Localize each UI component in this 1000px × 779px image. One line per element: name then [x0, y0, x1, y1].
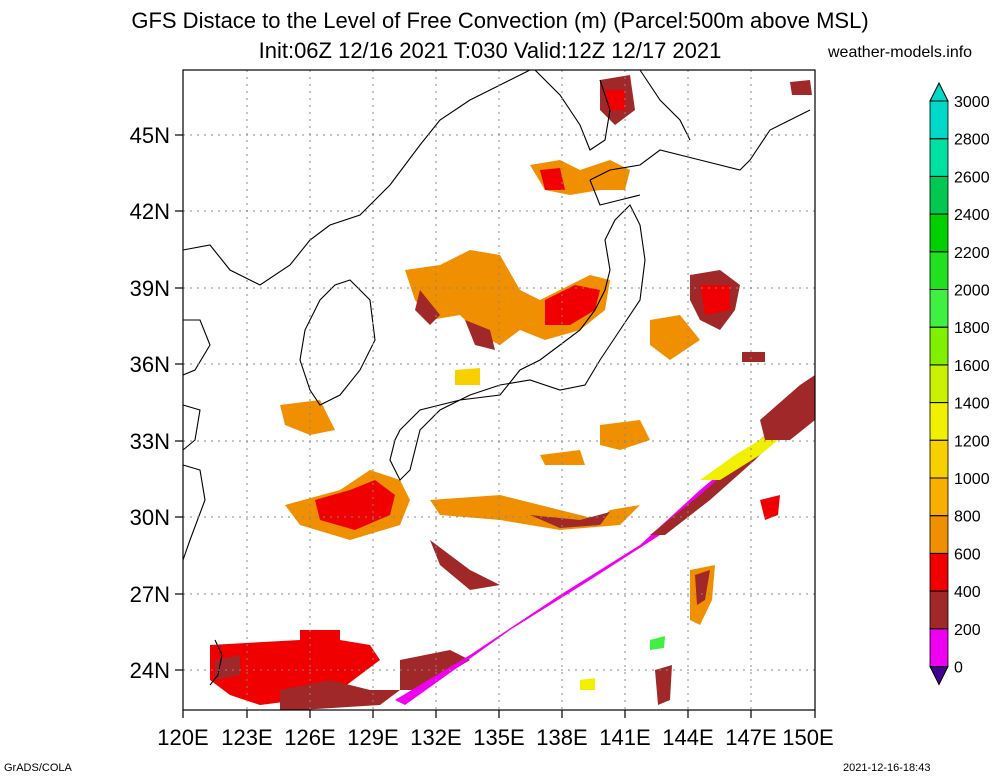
- colorbar-label: 1000: [954, 471, 990, 488]
- map-subtitle: Init:06Z 12/16 2021 T:030 Valid:12Z 12/1…: [258, 38, 722, 63]
- colorbar-segment: [929, 100, 949, 140]
- map-title: GFS Distace to the Level of Free Convect…: [131, 8, 869, 33]
- colorbar-min-arrow: [929, 666, 949, 686]
- colorbar-label: 600: [954, 546, 981, 563]
- lat-label: 30N: [130, 505, 170, 530]
- colorbar-segment: [929, 590, 949, 630]
- grid: [183, 70, 815, 710]
- map-panel: [175, 69, 816, 718]
- lat-label: 27N: [130, 582, 170, 607]
- lon-label: 135E: [473, 725, 524, 750]
- lon-label: 138E: [536, 725, 587, 750]
- lat-label: 45N: [130, 123, 170, 148]
- colorbar-segment: [929, 628, 949, 667]
- colorbar-segment: [929, 175, 949, 215]
- lat-label: 24N: [130, 658, 170, 683]
- lat-labels: 24N 27N 30N 33N 36N 39N 42N 45N: [130, 123, 170, 683]
- lon-labels: 120E 123E 126E 129E 132E 135E 138E 141E …: [157, 725, 833, 750]
- colorbar-segment: [929, 439, 949, 479]
- colorbar-segment: [929, 138, 949, 177]
- lon-label: 147E: [725, 725, 776, 750]
- lon-label: 123E: [221, 725, 272, 750]
- lat-label: 42N: [130, 199, 170, 224]
- colorbar-label: 400: [954, 584, 981, 601]
- colorbar-segment: [929, 477, 949, 517]
- colorbar: 3000280026002400220020001800160014001200…: [929, 81, 990, 686]
- colorbar-label: 1600: [954, 358, 990, 375]
- colorbar-max-arrow: [929, 81, 949, 102]
- lon-label: 150E: [782, 725, 833, 750]
- ticks: [175, 134, 816, 718]
- colorbar-label: 2800: [954, 132, 990, 149]
- colorbar-segment: [929, 515, 949, 554]
- coastlines: [182, 69, 811, 686]
- colorbar-segment: [929, 289, 949, 328]
- footer-timestamp: 2021-12-16-18:43: [843, 762, 931, 774]
- lon-label: 132E: [410, 725, 461, 750]
- colorbar-label: 2400: [954, 207, 990, 224]
- colorbar-label: 800: [954, 509, 981, 526]
- colorbar-segment: [929, 326, 949, 366]
- colorbar-label: 1400: [954, 396, 990, 413]
- colorbar-label: 1800: [954, 320, 990, 337]
- lon-label: 120E: [157, 725, 208, 750]
- colorbar-label: 200: [954, 622, 981, 639]
- colorbar-segment: [929, 553, 949, 592]
- colorbar-segment: [929, 364, 949, 403]
- lon-label: 129E: [347, 725, 398, 750]
- colorbar-segment: [929, 402, 949, 441]
- lat-label: 36N: [130, 352, 170, 377]
- colorbar-label: 2200: [954, 245, 990, 262]
- colorbar-label: 0: [954, 660, 963, 677]
- site-label: weather-models.info: [828, 44, 973, 61]
- colorbar-label: 1200: [954, 433, 990, 450]
- colorbar-label: 2000: [954, 283, 990, 300]
- colorbar-segment: [929, 251, 949, 290]
- colorbar-label: 3000: [954, 94, 990, 111]
- lat-label: 39N: [130, 276, 170, 301]
- colorbar-label: 2600: [954, 169, 990, 186]
- footer-credit: GrADS/COLA: [4, 762, 72, 774]
- colorbar-segment: [929, 213, 949, 253]
- lon-label: 144E: [662, 725, 713, 750]
- lon-label: 141E: [599, 725, 650, 750]
- lat-label: 33N: [130, 429, 170, 454]
- lon-label: 126E: [284, 725, 335, 750]
